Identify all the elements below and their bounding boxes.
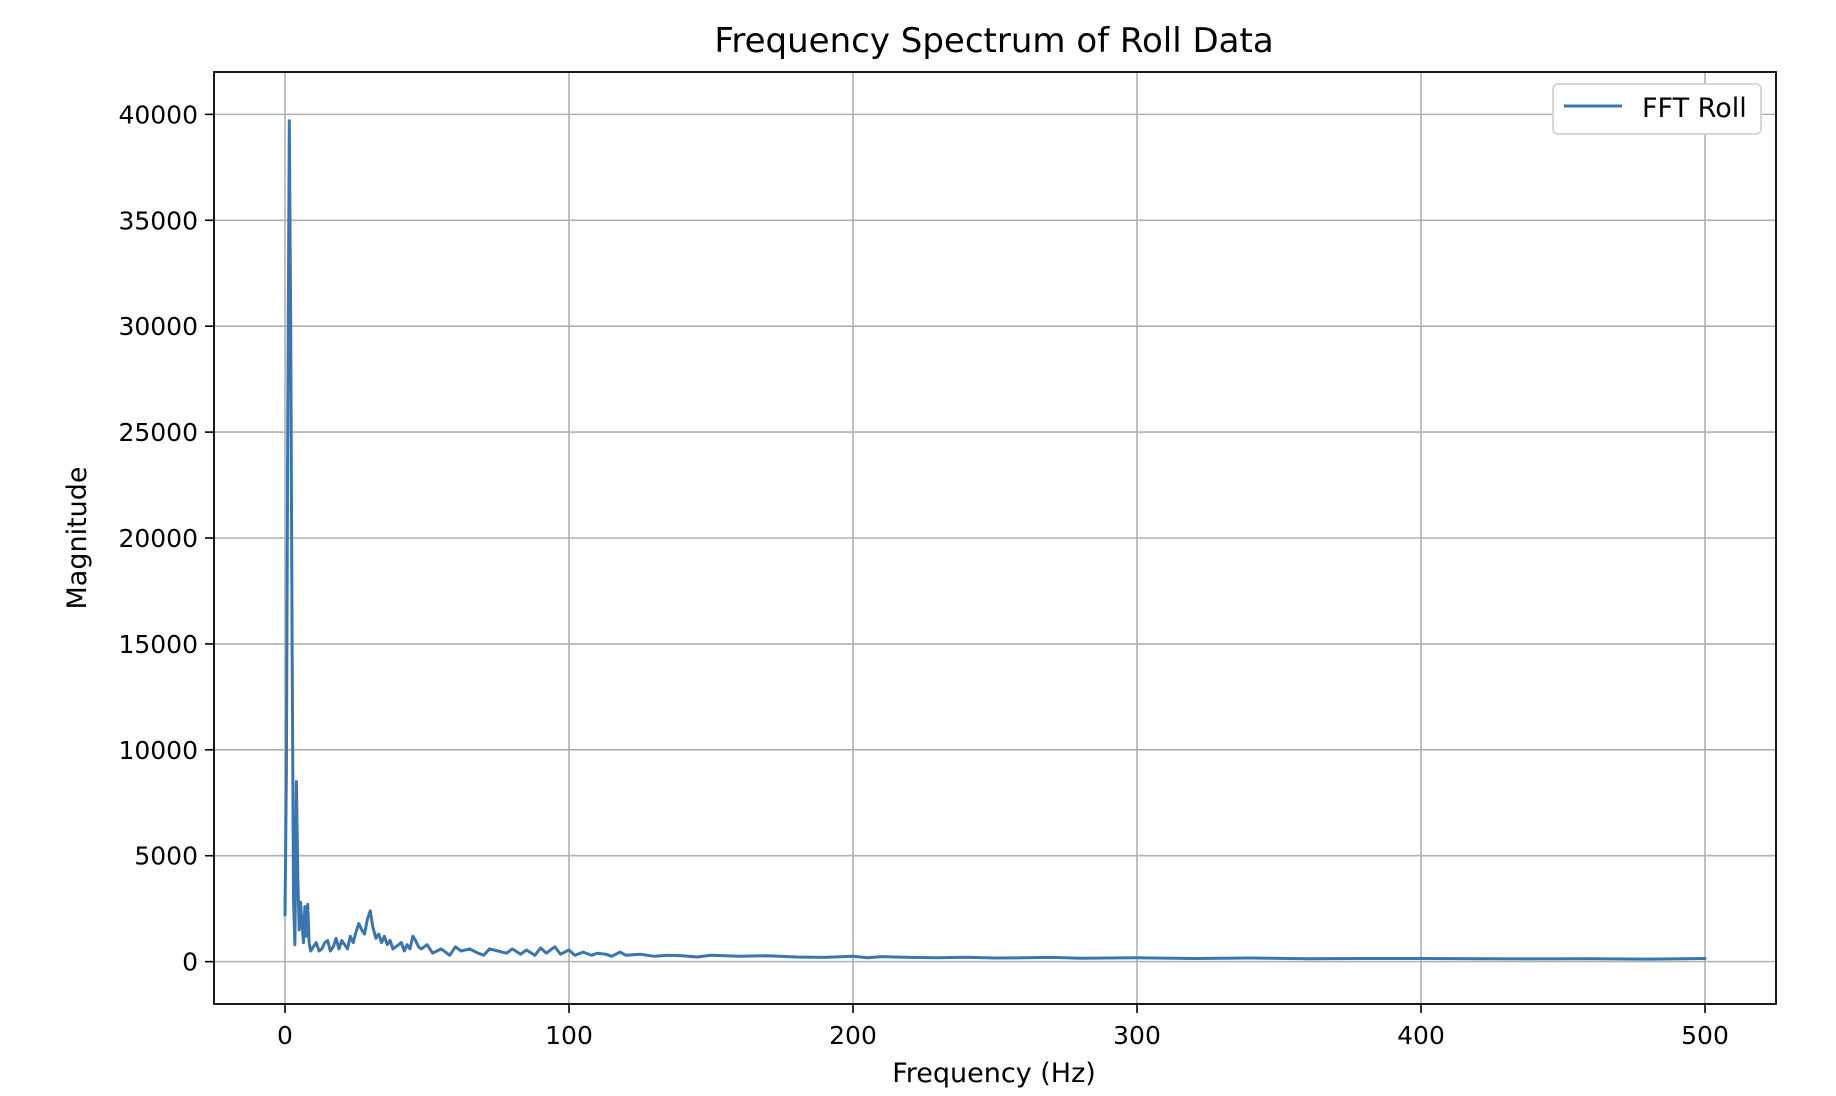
legend: FFT Roll: [1552, 83, 1762, 135]
x-axis-label: Frequency (Hz): [892, 1058, 1096, 1089]
legend-box: [1552, 83, 1762, 135]
grid-lines: [214, 72, 1776, 1004]
y-axis: 0 5000 10000 15000 20000 25000 30000 35000 40000: [118, 100, 214, 977]
y-tick-label: 30000: [118, 312, 198, 341]
x-tick-label: 300: [1113, 1021, 1161, 1050]
y-tick-label: 35000: [118, 206, 198, 235]
legend-label-fft-roll: FFT Roll: [1642, 93, 1747, 124]
y-tick-label: 15000: [118, 630, 198, 659]
x-tick-label: 200: [829, 1021, 877, 1050]
x-tick-label: 500: [1681, 1021, 1729, 1050]
chart-title: Frequency Spectrum of Roll Data: [714, 21, 1273, 61]
x-axis: 0 100 200 300 400 500: [277, 1004, 1729, 1050]
y-tick-label: 20000: [118, 524, 198, 553]
y-tick-label: 10000: [118, 736, 198, 765]
y-tick-label: 5000: [134, 842, 198, 871]
y-axis-label: Magnitude: [62, 466, 93, 609]
data-series: [283, 119, 1707, 961]
series-line-fft-roll: [283, 119, 1707, 961]
y-tick-label: 25000: [118, 418, 198, 447]
x-tick-label: 0: [277, 1021, 293, 1050]
y-tick-label: 0: [182, 948, 198, 977]
x-tick-label: 400: [1397, 1021, 1445, 1050]
y-tick-label: 40000: [118, 100, 198, 129]
x-tick-label: 100: [545, 1021, 593, 1050]
